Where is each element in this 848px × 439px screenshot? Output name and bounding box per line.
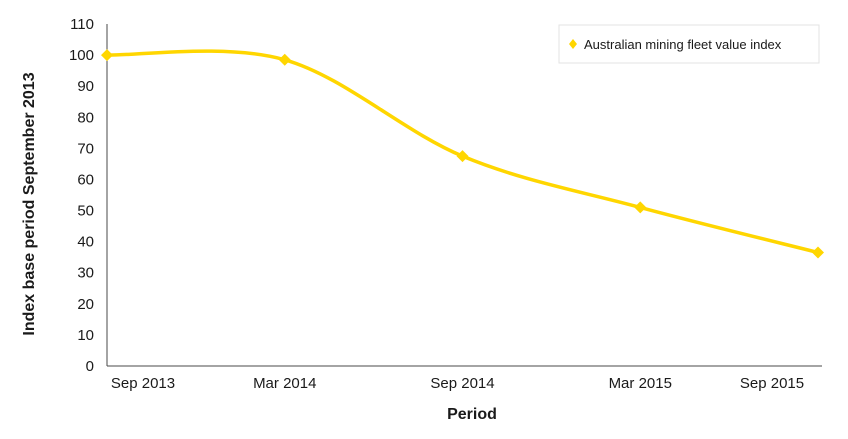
legend: Australian mining fleet value index: [558, 24, 820, 64]
y-tick-label: 10: [77, 327, 94, 344]
data-point-marker: [634, 201, 647, 214]
y-tick-label: 0: [86, 358, 94, 375]
y-tick-label: 50: [77, 203, 94, 220]
y-tick-label: 40: [77, 234, 94, 251]
data-point-marker: [812, 246, 824, 259]
y-tick-label: 60: [77, 171, 94, 188]
x-tick-label: Sep 2015: [740, 375, 804, 392]
axes: [106, 24, 822, 367]
legend-box: [558, 24, 820, 64]
x-axis-title: Period: [447, 406, 497, 423]
data-point-marker: [456, 150, 469, 163]
x-tick-label: Mar 2015: [609, 375, 672, 392]
x-tick-label: Mar 2014: [253, 375, 316, 392]
legend-marker-diamond-icon: [569, 39, 577, 49]
y-tick-label: 30: [77, 265, 94, 282]
x-tick-label: Sep 2013: [111, 375, 175, 392]
y-tick-label: 90: [77, 78, 94, 95]
x-tick-label: Sep 2014: [430, 375, 494, 392]
data-point-marker: [278, 53, 291, 66]
y-tick-label: 70: [77, 140, 94, 157]
series-group: [101, 49, 824, 259]
y-tick-label: 100: [69, 47, 94, 64]
y-tick-labels: 0 10 20 30 40 50 60 70 80 90 100 110: [69, 16, 94, 375]
y-tick-label: 20: [77, 296, 94, 313]
y-tick-label: 110: [70, 16, 94, 33]
legend-label: Australian mining fleet value index: [584, 37, 782, 52]
x-tick-labels: Sep 2013 Mar 2014 Sep 2014 Mar 2015 Sep 2015: [111, 375, 804, 392]
y-axis-title: Index base period September 2013: [21, 72, 38, 335]
y-tick-label: 80: [77, 109, 94, 126]
data-point-marker: [101, 49, 113, 62]
